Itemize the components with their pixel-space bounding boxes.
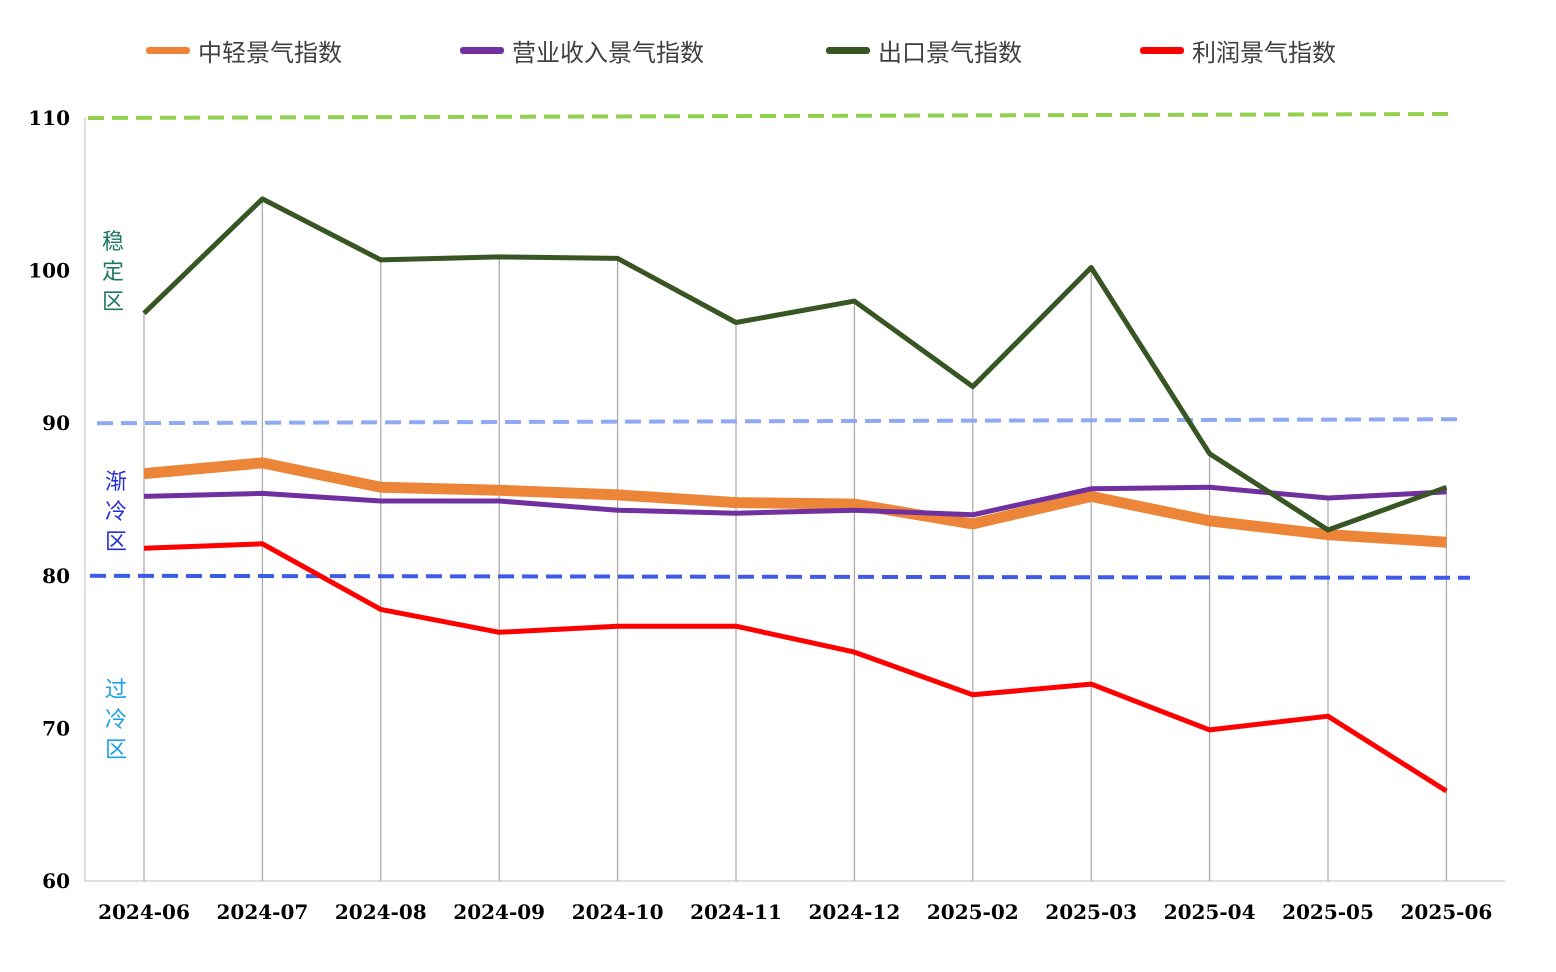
x-tick-label: 2025-03 bbox=[1045, 900, 1137, 924]
zone-label-overcold: 过冷区 bbox=[104, 678, 127, 763]
reference-line-90 bbox=[96, 417, 1463, 426]
zone-label-stable: 稳定区 bbox=[101, 230, 124, 315]
legend-swatch-red bbox=[1140, 46, 1184, 54]
y-tick-label: 110 bbox=[28, 106, 70, 130]
legend-label: 中轻景气指数 bbox=[198, 38, 342, 67]
x-tick-label: 2024-08 bbox=[335, 900, 427, 924]
y-tick-label: 80 bbox=[42, 564, 70, 588]
x-tick-label: 2024-12 bbox=[809, 900, 901, 924]
legend-item-zhongqing[interactable]: 中轻景气指数 bbox=[146, 30, 342, 70]
series-line-2 bbox=[142, 196, 1448, 533]
legend-swatch-orange bbox=[146, 46, 190, 54]
series-line-0 bbox=[143, 457, 1447, 548]
y-tick-label: 90 bbox=[42, 411, 70, 435]
x-tick-label: 2024-11 bbox=[690, 900, 782, 924]
y-tick-label: 100 bbox=[28, 259, 70, 283]
legend-item-revenue[interactable]: 营业收入景气指数 bbox=[460, 30, 704, 70]
series-line-3 bbox=[143, 541, 1448, 794]
y-tick-label: 70 bbox=[42, 716, 70, 740]
legend-item-profit[interactable]: 利润景气指数 bbox=[1140, 30, 1336, 70]
zone-label-cooling: 渐冷区 bbox=[104, 470, 127, 555]
x-tick-label: 2025-04 bbox=[1164, 900, 1256, 924]
x-tick-label: 2024-09 bbox=[453, 900, 545, 924]
legend-swatch-purple bbox=[460, 46, 504, 54]
legend-label: 出口景气指数 bbox=[878, 38, 1022, 67]
x-tick-label: 2024-10 bbox=[572, 900, 664, 924]
legend-label: 利润景气指数 bbox=[1192, 38, 1336, 67]
x-tick-label: 2024-06 bbox=[98, 900, 190, 924]
y-tick-label: 60 bbox=[42, 869, 70, 893]
reference-line-110 bbox=[87, 112, 1451, 120]
legend-swatch-green bbox=[826, 46, 870, 54]
x-tick-label: 2024-07 bbox=[217, 900, 309, 924]
x-tick-label: 2025-05 bbox=[1282, 900, 1374, 924]
legend-label: 营业收入景气指数 bbox=[512, 38, 704, 67]
series-line-1 bbox=[143, 484, 1447, 518]
legend: 中轻景气指数 营业收入景气指数 出口景气指数 利润景气指数 bbox=[0, 30, 1556, 70]
legend-item-export[interactable]: 出口景气指数 bbox=[826, 30, 1022, 70]
x-tick-label: 2025-06 bbox=[1401, 900, 1493, 924]
x-tick-label: 2025-02 bbox=[927, 900, 1019, 924]
reference-line-80 bbox=[89, 573, 1471, 580]
